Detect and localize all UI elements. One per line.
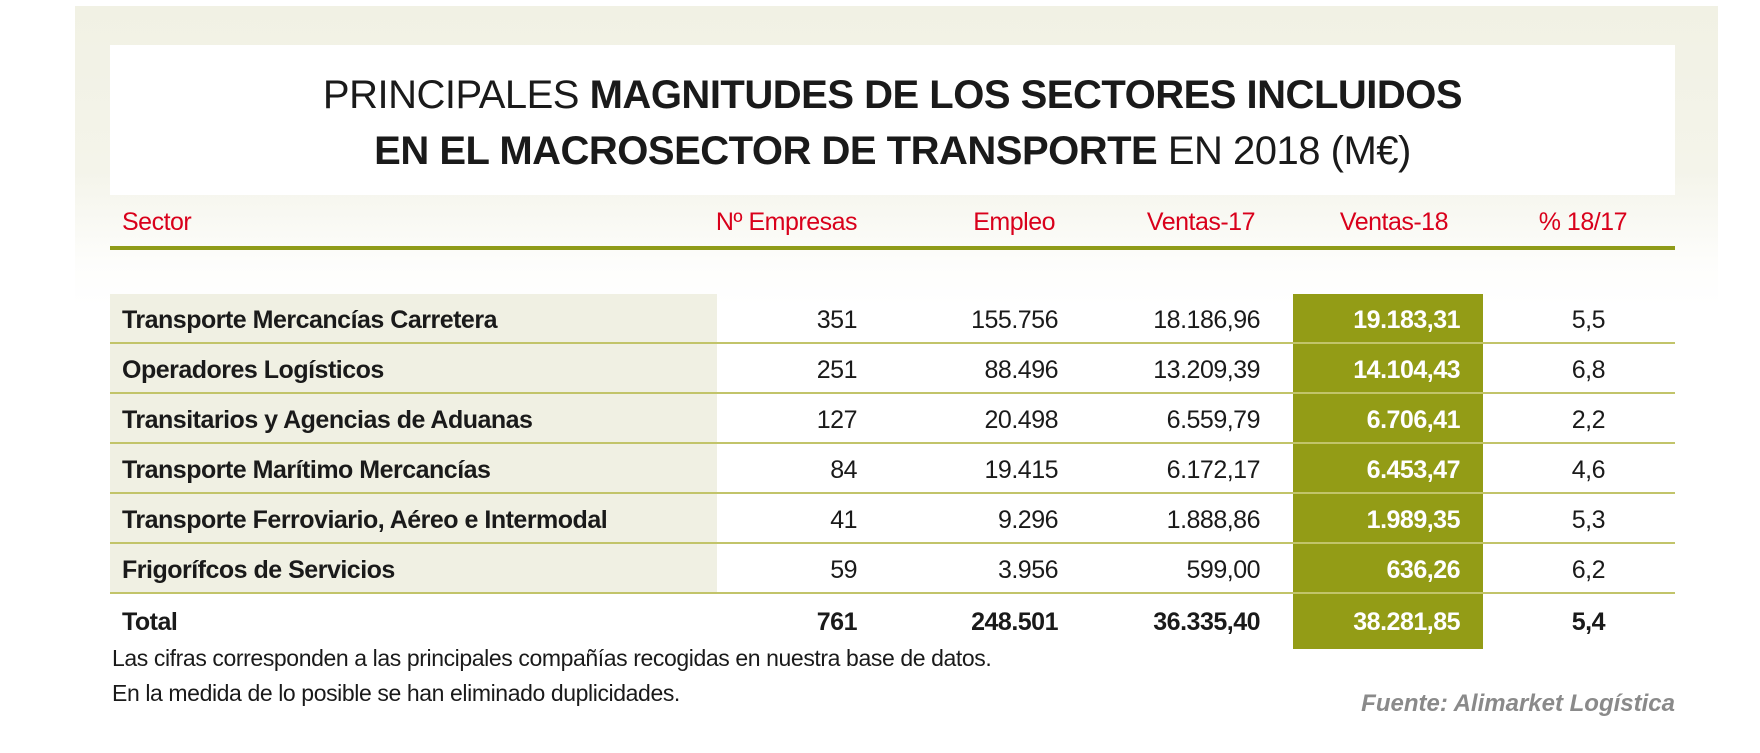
empleo-cell: 248.501 [971,608,1058,636]
empresas-cell: 84 [830,456,857,484]
table-body: Transporte Mercancías Carretera 351 155.75… [110,294,1675,649]
sector-name: Operadores Logísticos [122,356,384,384]
sector-name: Transporte Ferroviario, Aéreo e Intermod… [122,506,608,534]
total-row: Total 761 248.501 36.335,40 38.281,85 5,4 [110,594,1675,649]
sector-cell-bg [110,294,717,342]
empleo-cell: 155.756 [971,306,1058,334]
ventas17-cell: 36.335,40 [1153,608,1260,636]
pct-cell: 6,2 [1571,556,1606,584]
pct-cell: 5,5 [1571,306,1606,334]
empleo-cell: 9.296 [997,506,1059,534]
header-sector: Sector [122,208,192,236]
ventas17-cell: 599,00 [1186,556,1261,584]
sector-cell-bg [110,544,717,592]
ventas18-highlight [1293,444,1483,492]
ventas18-highlight [1293,594,1483,649]
empresas-cell: 41 [830,506,857,534]
ventas17-cell: 6.559,79 [1166,406,1261,434]
ventas18-cell: 6.706,41 [1366,406,1461,434]
empleo-cell: 19.415 [984,456,1059,484]
empleo-cell: 20.498 [984,406,1059,434]
ventas18-cell: 19.183,31 [1353,306,1460,334]
table-row: Operadores Logísticos 251 88.496 13.209,39 1… [110,344,1675,394]
source-credit: Fuente: Alimarket Logística [1361,690,1675,717]
ventas17-cell: 6.172,17 [1166,456,1261,484]
empresas-cell: 127 [816,406,858,434]
page-title: PRINCIPALES MAGNITUDES DE LOS SECTORES I… [322,73,1463,173]
table-header: Sector Nº Empresas Empleo Ventas-17 Vent… [110,200,1675,250]
pct-cell: 6,8 [1571,356,1606,384]
ventas18-highlight [1293,544,1483,592]
ventas18-highlight [1293,494,1483,542]
empresas-cell: 761 [816,608,858,636]
pct-cell: 2,2 [1571,406,1606,434]
header-pct: % 18/17 [1538,208,1628,236]
ventas17-cell: 1.888,86 [1166,506,1261,534]
table-row: Transporte Marítimo Mercancías 84 19.415 6.… [110,444,1675,494]
footnote-2: En la medida de lo posible se han elimin… [112,680,680,706]
title-box: PRINCIPALES MAGNITUDES DE LOS SECTORES I… [110,45,1675,195]
header-ventas17: Ventas-17 [1146,208,1256,236]
ventas17-cell: 13.209,39 [1153,356,1260,384]
ventas18-cell: 14.104,43 [1353,356,1460,384]
ventas18-highlight [1293,344,1483,392]
sector-cell-bg [110,444,717,492]
pct-cell: 5,3 [1571,506,1606,534]
empleo-cell: 3.956 [997,556,1059,584]
empleo-cell: 88.496 [984,356,1059,384]
ventas18-cell: 636,26 [1386,556,1461,584]
empresas-cell: 351 [816,306,858,334]
footnote-1: Las cifras corresponden a las principale… [112,645,992,671]
sector-cell-bg [110,344,717,392]
table-row: Frigorífcos de Servicios 59 3.956 599,00 636… [110,544,1675,594]
ventas18-cell: 1.989,35 [1366,506,1461,534]
sector-cell-bg [110,494,717,542]
ventas18-highlight [1293,294,1483,342]
pct-cell: 4,6 [1571,456,1606,484]
ventas17-cell: 18.186,96 [1153,306,1260,334]
pct-cell: 5,4 [1571,608,1606,636]
sector-name: Transporte Mercancías Carretera [122,306,497,334]
header-empleo: Empleo [973,208,1055,236]
sector-cell-bg [110,594,717,649]
sector-name: Transitarios y Agencias de Aduanas [122,406,533,434]
ventas18-cell: 6.453,47 [1366,456,1461,484]
sector-name: Frigorífcos de Servicios [122,556,395,584]
table-row: Transitarios y Agencias de Aduanas 127 20.… [110,394,1675,444]
empresas-cell: 251 [816,356,858,384]
sector-cell-bg [110,394,717,442]
ventas18-highlight [1293,394,1483,442]
table-row: Transporte Mercancías Carretera 351 155.75… [110,294,1675,344]
sector-name: Transporte Marítimo Mercancías [122,456,491,484]
empresas-cell: 59 [830,556,857,584]
header-ventas18: Ventas-18 [1339,208,1449,236]
ventas18-cell: 38.281,85 [1353,608,1460,636]
table-row: Transporte Ferroviario, Aéreo e Intermod… [110,494,1675,544]
sector-name: Total [122,608,178,636]
header-empresas: Nº Empresas [715,208,858,236]
